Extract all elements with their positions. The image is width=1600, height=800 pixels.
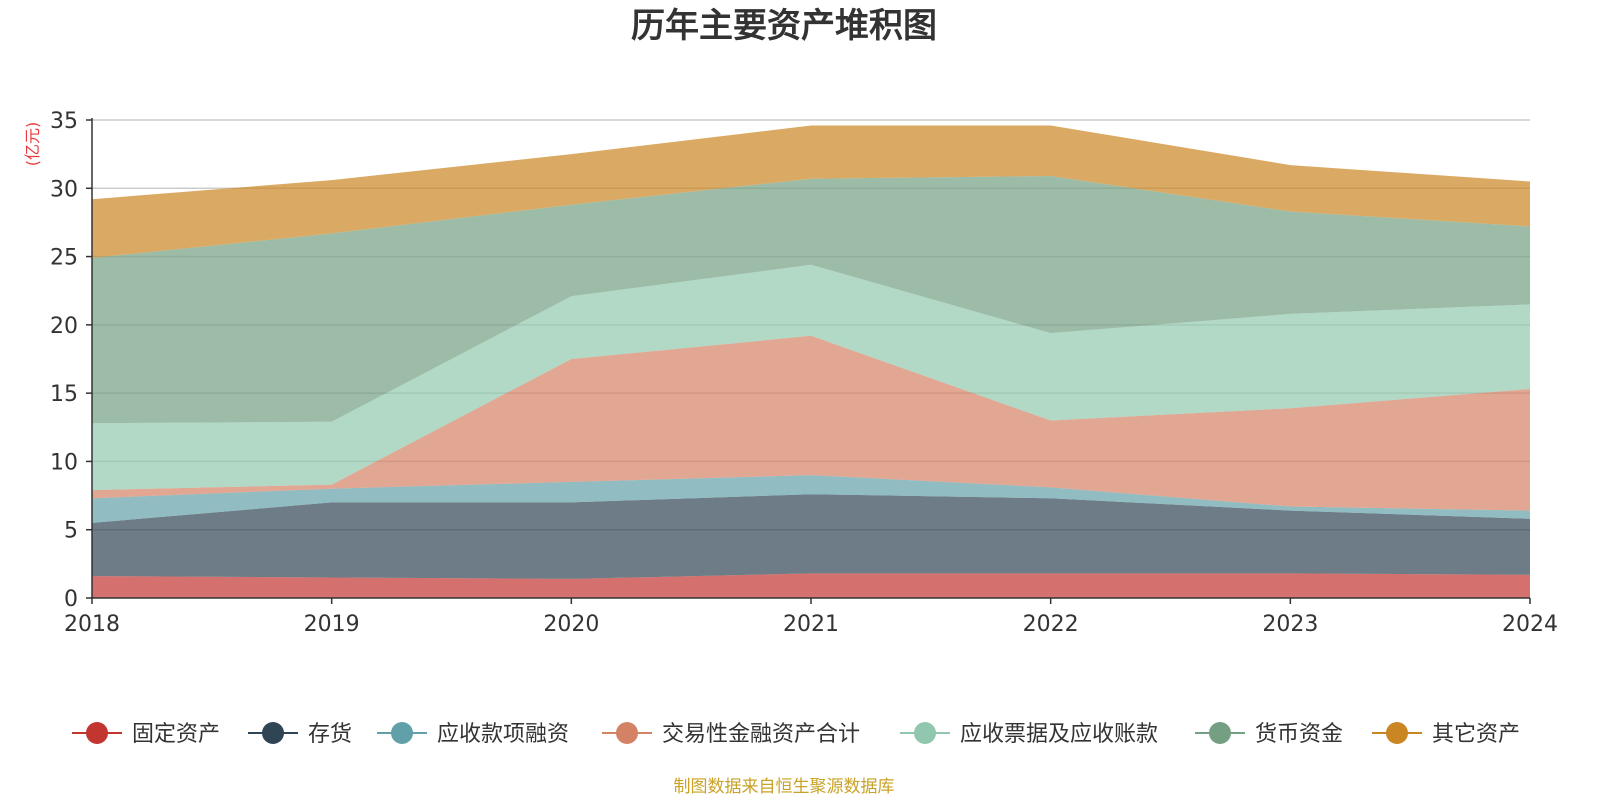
legend-item-4[interactable]: 应收票据及应收账款 — [900, 722, 1158, 747]
legend-label: 存货 — [308, 722, 352, 747]
area-series-6 — [92, 125, 1530, 258]
legend-marker — [914, 722, 936, 744]
legend[interactable]: 固定资产 存货 应收款项融资 交易性金融资产合计 应收票据及应收账款 货币资金 其它资产 — [72, 722, 1520, 747]
area-series — [92, 125, 1530, 598]
legend-marker — [86, 722, 108, 744]
legend-item-2[interactable]: 应收款项融资 — [377, 722, 569, 747]
axes: 0 5 10 15 20 25 30 35 2018 2019 2020 2021 2022 2023 20… — [50, 109, 1558, 637]
area-series-1 — [92, 494, 1530, 579]
legend-marker — [262, 722, 284, 744]
y-tick-label: 35 — [50, 109, 78, 134]
legend-label: 货币资金 — [1255, 722, 1343, 747]
x-tick-label: 2024 — [1502, 612, 1558, 637]
area-series-3 — [92, 335, 1530, 511]
area-series-2 — [92, 475, 1530, 523]
y-tick-label: 20 — [50, 314, 78, 339]
x-tick-label: 2022 — [1023, 612, 1079, 637]
legend-label: 应收票据及应收账款 — [960, 722, 1158, 747]
x-tick-label: 2019 — [304, 612, 360, 637]
legend-label: 固定资产 — [132, 722, 220, 747]
legend-label: 其它资产 — [1432, 722, 1520, 747]
legend-marker — [616, 722, 638, 744]
legend-label: 交易性金融资产合计 — [662, 722, 860, 747]
y-tick-label: 0 — [64, 587, 78, 612]
legend-item-5[interactable]: 货币资金 — [1195, 722, 1343, 747]
x-tick-label: 2020 — [543, 612, 599, 637]
y-tick-label: 5 — [64, 519, 78, 544]
y-tick-label: 15 — [50, 382, 78, 407]
chart-title: 历年主要资产堆积图 — [631, 6, 937, 46]
y-tick-label: 10 — [50, 450, 78, 475]
legend-marker — [1209, 722, 1231, 744]
x-tick-label: 2023 — [1262, 612, 1318, 637]
area-series-5 — [92, 176, 1530, 424]
x-tick-label: 2018 — [64, 612, 120, 637]
legend-marker — [1386, 722, 1408, 744]
legend-marker — [391, 722, 413, 744]
legend-item-0[interactable]: 固定资产 — [72, 722, 220, 747]
y-tick-label: 30 — [50, 177, 78, 202]
legend-item-1[interactable]: 存货 — [248, 722, 352, 747]
legend-label: 应收款项融资 — [437, 722, 569, 747]
y-tick-label: 25 — [50, 246, 78, 271]
area-series-4 — [92, 264, 1530, 491]
x-tick-label: 2021 — [783, 612, 839, 637]
area-series-0 — [92, 573, 1530, 598]
legend-item-6[interactable]: 其它资产 — [1372, 722, 1520, 747]
y-axis-label: (亿元) — [23, 122, 42, 167]
legend-item-3[interactable]: 交易性金融资产合计 — [602, 722, 860, 747]
source-note: 制图数据来自恒生聚源数据库 — [674, 777, 895, 797]
